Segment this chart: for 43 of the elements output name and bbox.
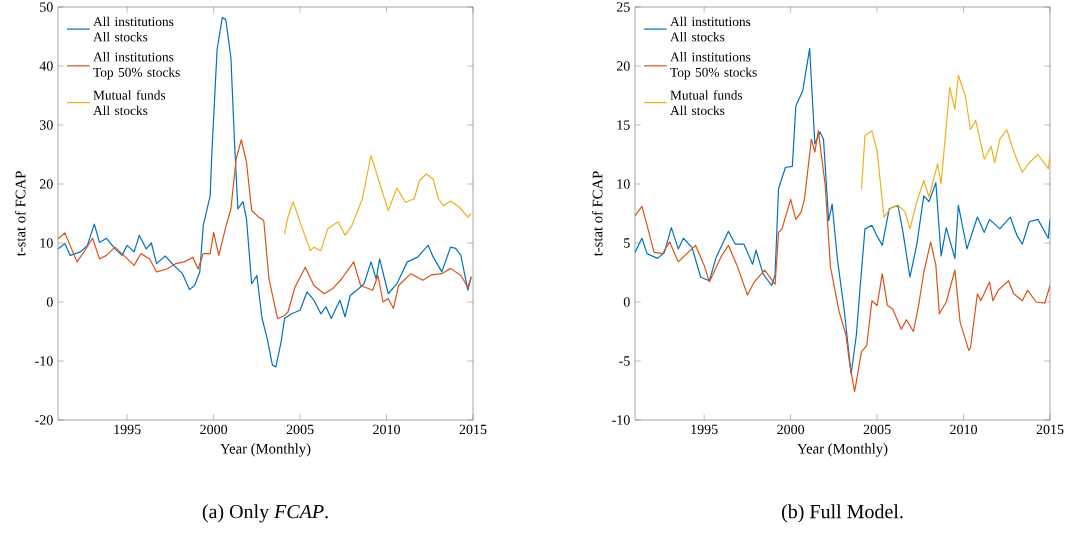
- y-tick-label: 50: [40, 2, 53, 12]
- legend-label: Mutual funds All stocks: [93, 90, 166, 116]
- x-tick-label: 1995: [114, 424, 141, 435]
- y-tick-label: 25: [616, 2, 630, 12]
- text: (b) Full Model.: [782, 504, 903, 523]
- line-series: [58, 17, 472, 368]
- y-tick-label: 0: [46, 297, 53, 307]
- y-tick-label: -5: [619, 356, 630, 366]
- y-tick-label: 40: [39, 61, 53, 71]
- y-tick-label: -20: [35, 415, 53, 425]
- line-series: [283, 155, 472, 252]
- x-tick-label: 2010: [950, 424, 978, 435]
- line-series: [860, 74, 1050, 230]
- line-series: [635, 47, 1050, 375]
- y-tick-label: -10: [612, 415, 630, 425]
- legend-label: Mutual funds All stocks: [670, 90, 743, 116]
- y-tick-label: 20: [39, 179, 53, 189]
- y-axis-title: t-stat of FCAP: [15, 171, 26, 257]
- y-tick-label: -10: [35, 356, 53, 366]
- legend-label: All institutions All stocks: [93, 16, 174, 42]
- x-tick-label: 2015: [459, 424, 487, 435]
- x-axis-title: Year (Monthly): [220, 443, 311, 457]
- y-tick-label: 15: [617, 120, 630, 130]
- text: (a) Only FCAP.: [202, 504, 328, 523]
- y-tick-label: 0: [623, 297, 630, 307]
- y-tick-label: 30: [39, 120, 53, 130]
- y-axis-title: t-stat of FCAP: [592, 171, 603, 257]
- x-tick-label: 2015: [1036, 424, 1064, 435]
- x-tick-label: 2005: [863, 424, 891, 435]
- x-tick-label: 2000: [777, 424, 805, 435]
- y-tick-label: 5: [624, 238, 630, 248]
- legend-label: All institutions All stocks: [670, 16, 751, 42]
- x-tick-label: 2005: [286, 424, 314, 435]
- x-tick-label: 2010: [373, 424, 401, 435]
- y-tick-label: 10: [617, 179, 630, 189]
- x-tick-label: 2000: [200, 424, 228, 435]
- line-series: [58, 139, 472, 320]
- y-tick-label: 10: [40, 238, 53, 248]
- y-tick-label: 20: [616, 61, 630, 71]
- x-tick-label: 1995: [691, 424, 718, 435]
- legend-label: All institutions Top 50% stocks: [93, 52, 180, 80]
- x-axis-title: Year (Monthly): [797, 443, 888, 457]
- legend-label: All institutions Top 50% stocks: [670, 52, 757, 80]
